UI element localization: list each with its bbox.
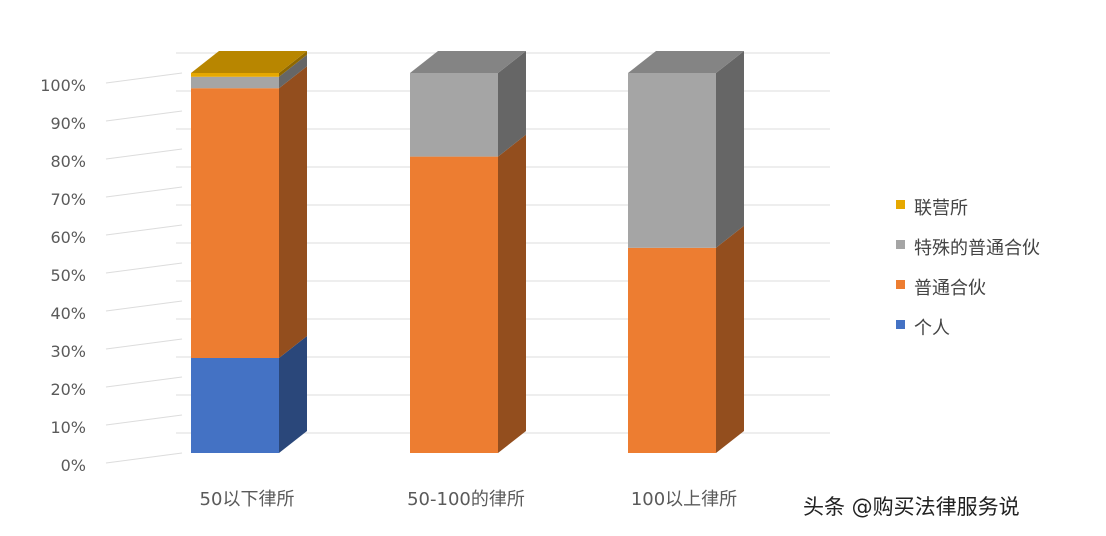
- bar-segment-普通合伙: [410, 156, 498, 453]
- gridline-diag: [105, 338, 183, 350]
- y-tick-label: 50%: [50, 266, 86, 285]
- gridline-diag: [105, 224, 183, 236]
- legend-swatch: [896, 200, 905, 209]
- legend-label: 普通合伙: [914, 278, 986, 299]
- gridline-diag: [105, 300, 183, 312]
- bar-side-特殊的普通合伙: [498, 51, 526, 157]
- bar-top-特殊的普通合伙: [628, 51, 744, 73]
- y-tick-label: 0%: [61, 456, 86, 475]
- gridline-diag: [105, 148, 183, 160]
- gridline-diag: [105, 414, 183, 426]
- legend-swatch: [896, 280, 905, 289]
- bar-top-联营所: [191, 51, 307, 73]
- y-tick-label: 20%: [50, 380, 86, 399]
- bar-side-特殊的普通合伙: [279, 54, 307, 89]
- y-tick-label: 100%: [40, 76, 86, 95]
- x-axis-labels: 50以下律所 50-100的律所 100以上律所: [200, 489, 738, 510]
- x-tick-label: 50-100的律所: [407, 489, 525, 510]
- gridline-diag: [105, 110, 183, 122]
- legend-label: 联营所: [914, 198, 968, 219]
- bar-segment-特殊的普通合伙: [410, 73, 498, 157]
- bars: [191, 51, 744, 453]
- bar-side-普通合伙: [716, 225, 744, 453]
- legend-swatch: [896, 240, 905, 249]
- y-axis-ticks: 0% 10% 20% 30% 40% 50% 60% 70% 80% 90% 100%: [40, 76, 86, 475]
- gridline-diag: [105, 72, 183, 84]
- bar-segment-联营所: [191, 73, 279, 77]
- bar-side-个人: [279, 336, 307, 453]
- bar-side-联营所: [279, 51, 307, 77]
- legend-swatch: [896, 320, 905, 329]
- gridline-diag: [105, 376, 183, 388]
- y-tick-label: 40%: [50, 304, 86, 323]
- y-tick-label: 30%: [50, 342, 86, 361]
- bar-segment-普通合伙: [628, 247, 716, 453]
- bar-side-特殊的普通合伙: [716, 51, 744, 248]
- legend-label: 特殊的普通合伙: [914, 238, 1040, 259]
- x-tick-label: 50以下律所: [200, 489, 295, 510]
- y-tick-label: 10%: [50, 418, 86, 437]
- bar-segment-个人: [191, 358, 279, 453]
- bar-segment-特殊的普通合伙: [191, 76, 279, 89]
- y-tick-label: 90%: [50, 114, 86, 133]
- y-tick-label: 70%: [50, 190, 86, 209]
- bar-side-普通合伙: [279, 66, 307, 358]
- y-tick-label: 60%: [50, 228, 86, 247]
- bar-top-特殊的普通合伙: [410, 51, 526, 73]
- gridline-diag: [105, 186, 183, 198]
- y-tick-label: 80%: [50, 152, 86, 171]
- legend-label: 个人: [914, 318, 950, 339]
- x-tick-label: 100以上律所: [631, 489, 737, 510]
- gridline-diag: [105, 262, 183, 274]
- watermark: 头条 @购买法律服务说: [803, 495, 1020, 519]
- gridline-diag: [105, 452, 183, 464]
- bar-side-普通合伙: [498, 134, 526, 453]
- bar-segment-普通合伙: [191, 88, 279, 358]
- bar-segment-特殊的普通合伙: [628, 73, 716, 248]
